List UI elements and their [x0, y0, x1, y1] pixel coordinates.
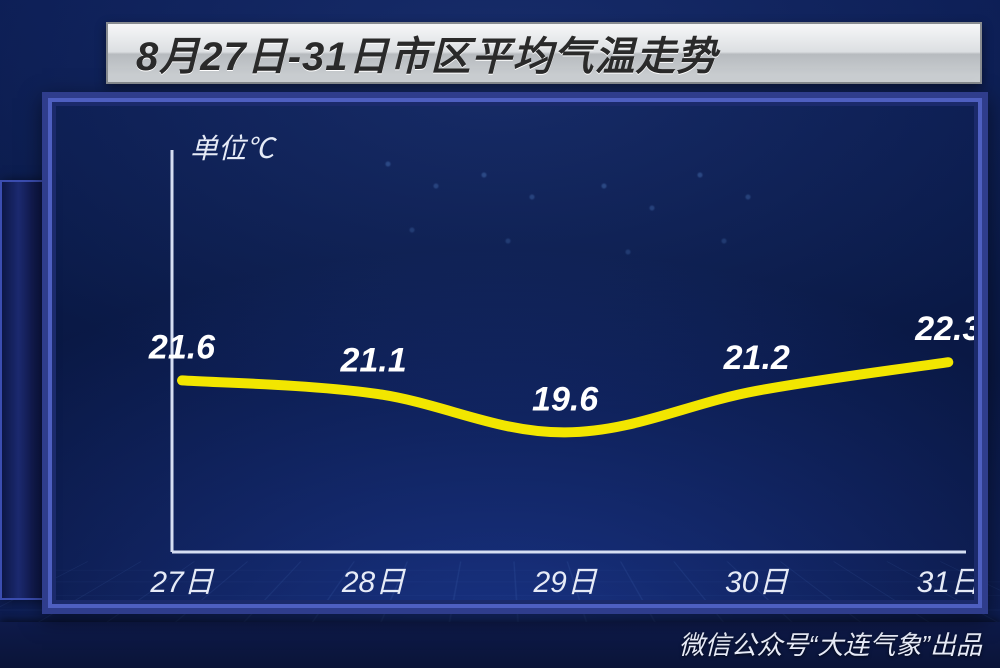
xtick-label: 31日: [917, 566, 981, 599]
temperature-line-chart: 单位℃ 21.6 21.1 19.6 21.2 22.3 27日 28日 29日 30日 31日: [42, 92, 988, 614]
value-label: 21.6: [148, 328, 216, 366]
xtick-label: 29日: [532, 566, 597, 599]
credits-text: 微信公众号“大连气象”出品: [679, 625, 982, 662]
studio-side-panel: [0, 180, 46, 600]
value-label: 19.6: [532, 380, 599, 418]
weather-broadcast-frame: 8月27日-31日市区平均气温走势 单位℃ 21.6 21.1 19.6 21.2 22…: [0, 0, 1000, 668]
chart-title: 8月27日-31日市区平均气温走势: [108, 24, 980, 82]
value-label: 22.3: [914, 310, 981, 348]
y-axis-unit-label: 单位℃: [190, 133, 277, 164]
xtick-labels-group: 27日 28日 29日 30日 31日: [149, 566, 981, 599]
xtick-label: 28日: [341, 566, 406, 599]
value-labels-group: 21.6 21.1 19.6 21.2 22.3: [148, 310, 982, 418]
xtick-label: 30日: [725, 566, 789, 599]
title-bar: 8月27日-31日市区平均气温走势: [106, 22, 982, 84]
value-label: 21.2: [723, 339, 790, 377]
xtick-label: 27日: [149, 566, 214, 599]
value-label: 21.1: [339, 341, 406, 379]
